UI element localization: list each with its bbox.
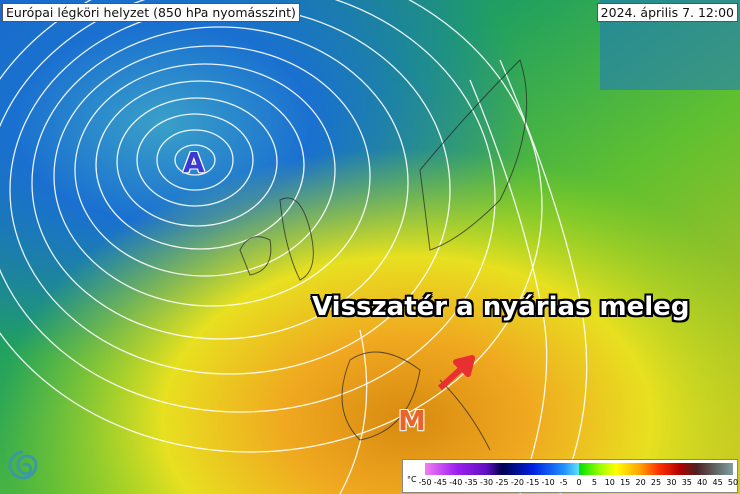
legend-tick: 50: [727, 478, 739, 487]
legend-tick: -15: [526, 478, 540, 487]
legend-tick: -45: [433, 478, 447, 487]
legend-tick: -50: [418, 478, 432, 487]
temperature-legend: °C -50 -45 -40 -35 -30 -25 -20 -15 -10 -5 0 5 10 15 20…: [402, 459, 738, 493]
forecast-datetime: 2024. április 7. 12:00: [596, 3, 738, 22]
legend-tick: -35: [464, 478, 478, 487]
isobars: [0, 0, 588, 494]
legend-tick: 15: [620, 478, 631, 487]
swirl-logo-icon: [8, 450, 38, 480]
legend-tick: 35: [681, 478, 692, 487]
legend-tick: 45: [712, 478, 723, 487]
legend-tick: 40: [697, 478, 708, 487]
high-pressure-label: A: [183, 146, 205, 179]
legend-tick: -30: [480, 478, 494, 487]
legend-tick: 25: [650, 478, 662, 487]
headline: Visszatér a nyárias meleg: [312, 292, 690, 322]
map-title: Európai légköri helyzet (850 hPa nyomáss…: [2, 3, 300, 22]
arrow-up-right-icon: [437, 355, 475, 391]
legend-unit: °C: [407, 475, 417, 484]
legend-tick: -5: [559, 478, 568, 487]
legend-tick: -10: [541, 478, 555, 487]
legend-tick: 30: [666, 478, 677, 487]
temperature-colorbar: [425, 463, 733, 475]
legend-tick: -40: [449, 478, 463, 487]
legend-tick: -25: [495, 478, 509, 487]
low-pressure-label: M: [398, 404, 426, 437]
legend-tick: 20: [635, 478, 646, 487]
legend-tick: 10: [604, 478, 615, 487]
legend-tick: -20: [510, 478, 524, 487]
legend-tick: 0: [576, 478, 582, 487]
legend-tick: 5: [591, 478, 597, 487]
